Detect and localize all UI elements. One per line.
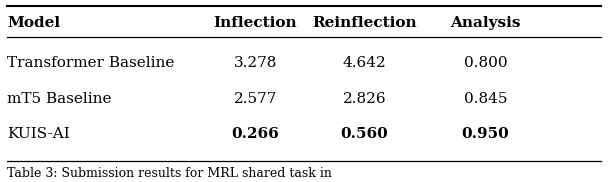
Text: Table 3: Submission results for MRL shared task in: Table 3: Submission results for MRL shar…	[7, 167, 333, 179]
Text: Model: Model	[7, 16, 61, 30]
Text: Reinflection: Reinflection	[313, 16, 417, 30]
Text: Analysis: Analysis	[451, 16, 521, 30]
Text: 0.800: 0.800	[464, 56, 508, 70]
Text: KUIS-AI: KUIS-AI	[7, 127, 70, 141]
Text: 0.560: 0.560	[340, 127, 389, 141]
Text: 3.278: 3.278	[234, 56, 277, 70]
Text: Inflection: Inflection	[214, 16, 297, 30]
Text: 0.950: 0.950	[461, 127, 510, 141]
Text: 0.266: 0.266	[232, 127, 280, 141]
Text: 2.577: 2.577	[234, 92, 277, 106]
Text: 2.826: 2.826	[343, 92, 386, 106]
Text: Transformer Baseline: Transformer Baseline	[7, 56, 175, 70]
Text: 0.845: 0.845	[464, 92, 507, 106]
Text: mT5 Baseline: mT5 Baseline	[7, 92, 112, 106]
Text: 4.642: 4.642	[343, 56, 387, 70]
